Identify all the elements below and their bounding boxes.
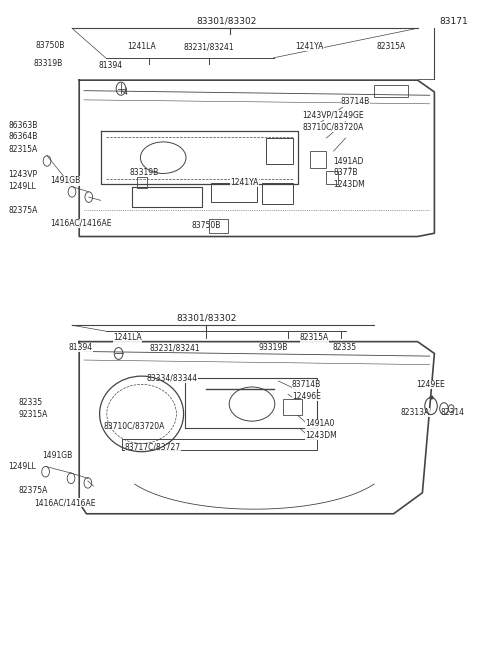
Text: 83717C/83727: 83717C/83727 (125, 442, 181, 451)
Text: 83319B: 83319B (130, 168, 159, 177)
Text: 1491GB: 1491GB (50, 176, 81, 185)
Text: 1491A0: 1491A0 (305, 419, 334, 428)
Text: 1243DM: 1243DM (305, 431, 336, 440)
Text: 83231/83241: 83231/83241 (150, 343, 201, 352)
Text: 81394: 81394 (69, 343, 93, 352)
Text: 83750B: 83750B (36, 41, 65, 50)
Text: 83301/83302: 83301/83302 (176, 313, 237, 323)
Text: 82315A: 82315A (9, 145, 38, 154)
Text: 1416AC/1416AE: 1416AC/1416AE (35, 498, 96, 507)
Text: 86364B: 86364B (9, 132, 38, 141)
Text: 83714B: 83714B (292, 380, 321, 389)
Text: 8377B: 8377B (334, 168, 358, 177)
Text: 82335: 82335 (333, 343, 357, 352)
Text: 93319B: 93319B (259, 343, 288, 352)
Text: 82375A: 82375A (9, 206, 38, 215)
Text: 1491AD: 1491AD (334, 156, 364, 166)
Text: 83334/83344: 83334/83344 (146, 373, 198, 382)
Bar (262, 183, 293, 204)
Text: 1241YA: 1241YA (295, 41, 324, 51)
Text: 83714B: 83714B (341, 97, 370, 106)
Text: 82313A: 82313A (401, 408, 430, 417)
Bar (137, 177, 147, 188)
Text: 83231/83241: 83231/83241 (183, 43, 234, 52)
Text: 1416AC/1416AE: 1416AC/1416AE (50, 219, 112, 228)
Text: 1243VP: 1243VP (9, 170, 38, 179)
Text: 1241YA: 1241YA (230, 178, 259, 187)
Bar (310, 151, 326, 168)
Text: 1243DM: 1243DM (334, 180, 365, 189)
Text: 83710C/83720A: 83710C/83720A (103, 421, 165, 430)
Text: 1241LA: 1241LA (113, 333, 142, 342)
Text: 1243VP/1249GE: 1243VP/1249GE (302, 110, 364, 120)
Text: 1241LA: 1241LA (127, 41, 156, 51)
Bar (266, 138, 293, 164)
Bar (211, 183, 257, 202)
Text: 1249EE: 1249EE (417, 380, 445, 389)
Text: 83301/83302: 83301/83302 (196, 16, 257, 26)
Text: 83710C/83720A: 83710C/83720A (302, 122, 364, 131)
Text: 82315A: 82315A (377, 41, 406, 51)
Text: 83750B: 83750B (192, 221, 221, 230)
Text: 82375A: 82375A (18, 486, 48, 495)
Text: 1249LL: 1249LL (9, 462, 36, 471)
Text: 1491GB: 1491GB (42, 451, 72, 460)
Bar (283, 399, 302, 415)
Text: 81394: 81394 (98, 61, 122, 70)
Bar (374, 85, 408, 97)
Bar (326, 171, 338, 184)
Text: 1249LL: 1249LL (9, 181, 36, 191)
Text: 83171: 83171 (439, 16, 468, 26)
Text: 82314: 82314 (441, 408, 465, 417)
Bar (209, 219, 228, 233)
Text: 82335: 82335 (18, 398, 42, 407)
Text: 83319B: 83319B (34, 58, 63, 68)
Text: 82315A: 82315A (300, 333, 329, 342)
Text: 92315A: 92315A (18, 410, 48, 419)
Text: 86363B: 86363B (9, 121, 38, 130)
Text: 12496E: 12496E (292, 392, 321, 401)
